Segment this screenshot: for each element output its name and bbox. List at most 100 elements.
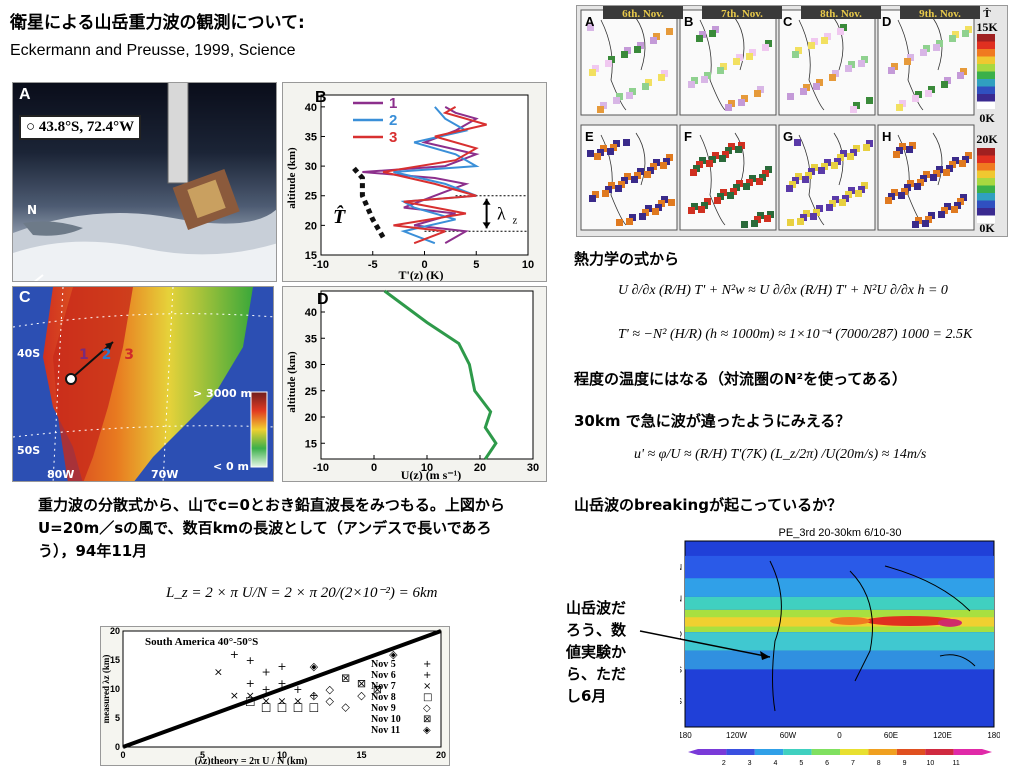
colorbar-bottom-swatch: [977, 155, 995, 163]
scatter-point: ◇: [325, 683, 334, 696]
panel-d-label: D: [317, 291, 329, 308]
data-pixel: [690, 169, 697, 176]
satellite-grid-svg: A B C D E F G H 6th. Nov. 7th. Nov. 8th. Nov. 9th. …: [580, 6, 998, 235]
data-pixel: [720, 63, 727, 70]
legend-label: Nov 5: [371, 659, 396, 670]
scatter-point: +: [309, 689, 318, 702]
cell-label: E: [585, 129, 594, 144]
data-pixel: [613, 140, 620, 147]
data-pixel: [642, 209, 649, 216]
legend-marker: ◈: [423, 725, 431, 736]
coastline: [635, 132, 646, 186]
y-tick-label: 20: [110, 627, 120, 636]
data-pixel: [728, 143, 735, 150]
data-pixel: [829, 200, 836, 207]
scatter-point: +: [230, 648, 239, 661]
data-pixel: [704, 198, 711, 205]
data-pixel: [936, 40, 943, 47]
data-pixel: [720, 189, 727, 196]
data-pixel: [698, 206, 705, 213]
data-pixel: [797, 218, 804, 225]
coastline: [798, 19, 825, 111]
data-pixel: [920, 175, 927, 182]
data-pixel: [621, 177, 628, 184]
legend-label: Nov 6: [371, 670, 396, 681]
data-pixel: [616, 219, 623, 226]
series-line-T̂: [350, 164, 386, 239]
data-pixel: [712, 152, 719, 159]
data-pixel: [696, 161, 703, 168]
plot-frame: [320, 290, 534, 460]
data-pixel: [922, 220, 929, 227]
data-pixel: [928, 212, 935, 219]
hotspot: [830, 616, 870, 625]
colorbar-swatch: [896, 749, 926, 755]
data-pixel: [847, 153, 854, 160]
date-header-bg: [603, 6, 683, 19]
data-pixel: [901, 188, 908, 195]
data-pixel: [962, 30, 969, 37]
x-tick-label: 0: [371, 462, 377, 474]
data-pixel: [634, 172, 641, 179]
data-pixel: [943, 169, 950, 176]
colorbar-label: 8: [877, 760, 881, 767]
satellite-grid: A B C D E F G H 6th. Nov. 7th. Nov. 8th. Nov. 9th. …: [576, 5, 1008, 237]
data-pixel: [699, 157, 706, 164]
north-label: N: [27, 203, 38, 217]
scatter-svg: 0 5 10 15 20 0 5 10 15 20 (λz)theory = 2π U / N (k…: [101, 627, 446, 765]
lat-label: 60S: [680, 697, 682, 706]
data-pixel: [666, 154, 673, 161]
data-pixel: [602, 190, 609, 197]
colorbar-top-swatch: [977, 56, 995, 64]
data-pixel: [965, 152, 972, 159]
legend-label: Nov 7: [371, 681, 396, 692]
data-pixel: [621, 51, 628, 58]
scatter-point: +: [246, 654, 255, 667]
data-pixel: [925, 90, 932, 97]
data-pixel: [845, 191, 852, 198]
colorbar-bottom-swatch: [977, 170, 995, 178]
data-pixel: [592, 65, 599, 72]
map-band: [685, 596, 994, 610]
scatter-point: +: [246, 677, 255, 690]
data-pixel: [749, 49, 756, 56]
scatter-point: ◇: [341, 700, 350, 713]
data-pixel: [600, 102, 607, 109]
scatter-point: ×: [277, 695, 286, 708]
data-pixel: [805, 172, 812, 179]
colorbar-bottom-swatch: [977, 208, 995, 216]
data-pixel: [818, 167, 825, 174]
data-pixel: [738, 142, 745, 149]
series-line-3: [382, 105, 487, 245]
lat-40s-label: 40S: [17, 347, 41, 360]
colorbar-label: 7: [851, 760, 855, 767]
panel-b-label: B: [315, 89, 327, 106]
data-pixel: [733, 58, 740, 65]
data-pixel: [587, 150, 594, 157]
cell-label: D: [882, 14, 891, 29]
panel-a-photo: A ○ 43.8°S, 72.4°W N: [12, 82, 277, 282]
data-pixel: [725, 104, 732, 111]
lat-label: 60N: [680, 563, 682, 572]
data-pixel: [762, 170, 769, 177]
data-pixel: [848, 61, 855, 68]
data-pixel: [615, 185, 622, 192]
data-pixel: [949, 35, 956, 42]
data-pixel: [824, 159, 831, 166]
data-pixel: [794, 139, 801, 146]
data-pixel: [597, 149, 604, 156]
y-tick-label: 30: [305, 161, 317, 173]
colorbar-swatch: [840, 749, 869, 755]
data-pixel: [749, 175, 756, 182]
data-pixel: [587, 24, 594, 31]
scatter-point: ×: [246, 689, 255, 702]
data-pixel: [746, 179, 753, 186]
data-pixel: [661, 196, 668, 203]
data-pixel: [965, 26, 972, 33]
colorbar-label: 10: [926, 760, 934, 767]
scatter-point: ×: [230, 689, 239, 702]
data-pixel: [909, 142, 916, 149]
scatter-point: ◈: [389, 648, 398, 661]
data-pixel: [701, 76, 708, 83]
data-pixel: [858, 60, 865, 67]
